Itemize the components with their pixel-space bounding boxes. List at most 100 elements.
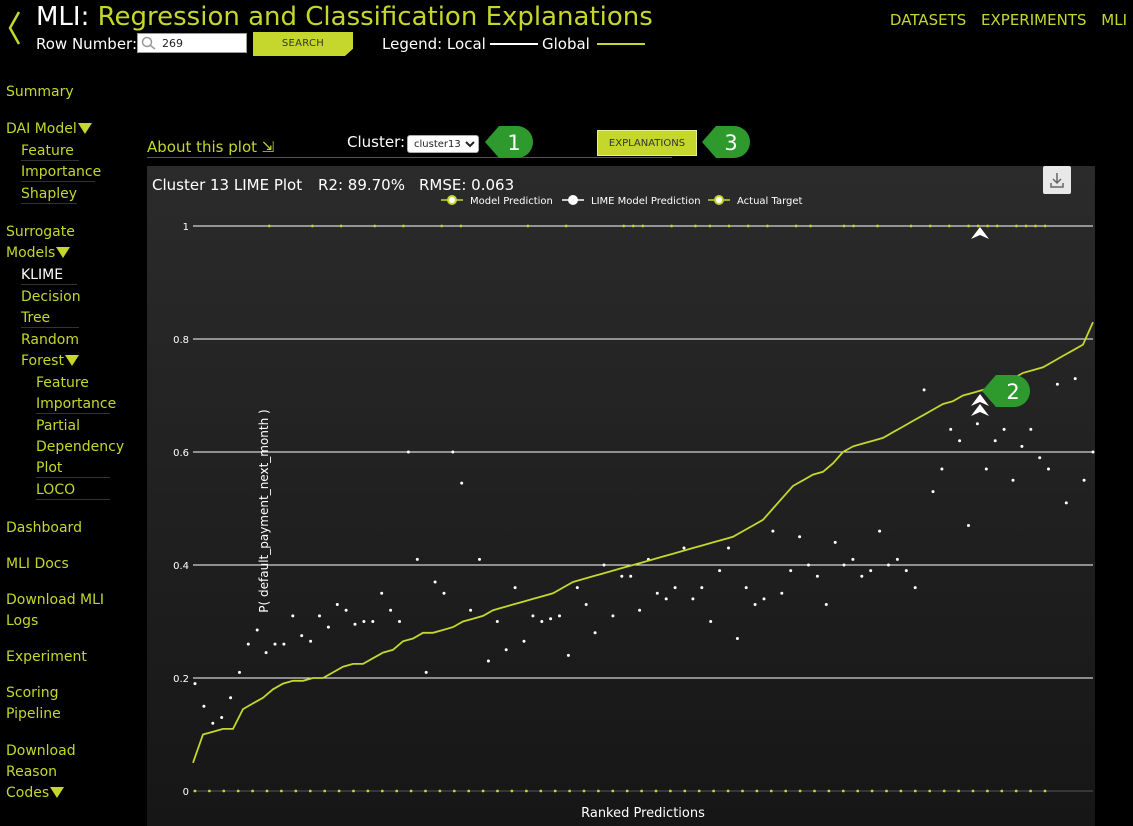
legend-lime-prediction[interactable]: LIME Model Prediction bbox=[591, 196, 701, 207]
download-button[interactable] bbox=[1043, 166, 1071, 194]
search-button[interactable]: SEARCH bbox=[253, 32, 353, 56]
sidebar-item-logs[interactable]: Logs bbox=[6, 613, 39, 629]
sidebar-item-mli-docs[interactable]: MLI Docs bbox=[6, 556, 69, 572]
nav-datasets[interactable]: DATASETS bbox=[889, 11, 967, 29]
actual-target-point bbox=[526, 224, 530, 228]
actual-target-point bbox=[267, 224, 271, 228]
chart-rmse: RMSE: 0.063 bbox=[419, 176, 515, 194]
sidebar-item-download-mli[interactable]: Download MLI bbox=[6, 592, 105, 608]
actual-target-point bbox=[193, 789, 197, 793]
lime-prediction-point bbox=[478, 557, 481, 561]
lime-prediction-point bbox=[922, 388, 926, 392]
sidebar-item-surrogate[interactable]: Surrogate bbox=[6, 224, 75, 240]
sidebar-item-importance[interactable]: Importance bbox=[21, 164, 102, 182]
actual-target-point bbox=[564, 224, 568, 228]
legend-actual-target[interactable]: Actual Target bbox=[737, 196, 803, 207]
about-plot-link[interactable]: About this plot ⇲ bbox=[147, 138, 275, 156]
sidebar-item-forest[interactable]: Forest bbox=[21, 353, 79, 369]
sidebar-item-partial[interactable]: Partial bbox=[36, 418, 80, 434]
sidebar-item-random[interactable]: Random bbox=[21, 332, 79, 348]
sidebar-item-tree[interactable]: Tree bbox=[21, 310, 79, 328]
lime-prediction-point bbox=[300, 634, 304, 638]
actual-target-point bbox=[909, 224, 913, 228]
lime-prediction-point bbox=[993, 439, 997, 443]
sidebar-item-dashboard[interactable]: Dashboard bbox=[6, 520, 82, 536]
actual-target-point bbox=[971, 789, 975, 793]
actual-target-point bbox=[842, 224, 846, 228]
lime-prediction-point bbox=[513, 586, 517, 590]
lime-prediction-point bbox=[415, 557, 419, 561]
nav-experiments[interactable]: EXPERIMENTS bbox=[981, 11, 1087, 29]
marker-2-badge: 2 bbox=[982, 375, 1030, 407]
sidebar-item-codes[interactable]: Codes bbox=[6, 785, 65, 801]
search-icon bbox=[141, 36, 156, 50]
back-chevron-icon[interactable] bbox=[6, 10, 22, 46]
lime-prediction-point bbox=[842, 563, 846, 567]
lime-prediction-point bbox=[949, 427, 953, 431]
sidebar-item-download[interactable]: Download bbox=[6, 743, 76, 759]
row-number-input[interactable] bbox=[162, 35, 242, 51]
sidebar-item-feature[interactable]: Feature bbox=[21, 143, 79, 161]
sidebar-item-summary[interactable]: Summary bbox=[6, 84, 74, 100]
sidebar-item-experiment[interactable]: Experiment bbox=[6, 649, 87, 665]
lime-prediction-point bbox=[220, 716, 224, 719]
actual-target-point bbox=[913, 789, 917, 793]
actual-target-point bbox=[712, 789, 715, 793]
sidebar-item-rf-feature[interactable]: Feature bbox=[36, 375, 89, 391]
sidebar-item-models[interactable]: Models bbox=[6, 245, 71, 261]
lime-prediction-point bbox=[584, 603, 588, 606]
sidebar-item-scoring[interactable]: Scoring bbox=[6, 685, 59, 701]
title-prefix: MLI: bbox=[36, 2, 90, 32]
sidebar-item-rf-importance[interactable]: Importance bbox=[36, 396, 117, 414]
lime-prediction-point bbox=[335, 603, 339, 606]
actual-target-point bbox=[539, 789, 543, 793]
marker-1-badge: 1 bbox=[485, 126, 533, 158]
lime-prediction-point bbox=[531, 614, 535, 618]
lime-prediction-point bbox=[815, 574, 819, 578]
lime-prediction-point bbox=[735, 637, 739, 640]
sidebar-item-shapley[interactable]: Shapley bbox=[21, 186, 78, 204]
actual-target-point bbox=[885, 789, 888, 793]
actual-target-point bbox=[899, 789, 903, 793]
explanations-button[interactable]: EXPLANATIONS bbox=[597, 130, 697, 156]
lime-prediction-point bbox=[380, 591, 384, 595]
sidebar-item-pipeline[interactable]: Pipeline bbox=[6, 706, 61, 722]
lime-prediction-point bbox=[709, 620, 713, 623]
sidebar-item-klime[interactable]: KLIME bbox=[21, 267, 77, 285]
actual-target-point bbox=[438, 789, 442, 793]
sidebar-item-dai-model[interactable]: DAI Model bbox=[6, 121, 92, 137]
lime-prediction-point bbox=[575, 586, 579, 590]
lime-prediction-point bbox=[718, 569, 722, 573]
actual-target-point bbox=[440, 224, 444, 228]
lime-prediction-point bbox=[442, 591, 446, 595]
divider bbox=[147, 157, 672, 158]
actual-target-point bbox=[708, 224, 712, 228]
sidebar-item-plot[interactable]: Plot bbox=[36, 460, 110, 478]
sidebar-item-reason[interactable]: Reason bbox=[6, 764, 58, 780]
lime-prediction-point bbox=[1011, 478, 1015, 482]
sidebar-item-decision[interactable]: Decision bbox=[21, 289, 81, 305]
actual-target-point bbox=[986, 224, 989, 228]
line-layer bbox=[192, 321, 1094, 764]
sidebar-item-dependency[interactable]: Dependency bbox=[36, 439, 125, 455]
row-number-field[interactable] bbox=[137, 33, 247, 53]
actual-target-point bbox=[1014, 789, 1018, 793]
actual-target-point bbox=[957, 789, 960, 793]
lime-prediction-point bbox=[753, 603, 757, 606]
marker-3-text: 3 bbox=[724, 131, 737, 155]
title-main: Regression and Classification Explanatio… bbox=[97, 2, 653, 32]
legend-model-prediction[interactable]: Model Prediction bbox=[470, 196, 553, 207]
cluster-select[interactable]: cluster13 bbox=[407, 135, 479, 153]
lime-prediction-point bbox=[495, 620, 499, 623]
actual-target-point bbox=[640, 789, 643, 793]
nav-mli[interactable]: MLI bbox=[1101, 11, 1127, 29]
lime-prediction-point bbox=[798, 535, 802, 539]
sidebar-dai-model-label: DAI Model bbox=[6, 121, 77, 137]
selected-row-arrow-icon bbox=[971, 404, 989, 416]
lime-prediction-point bbox=[558, 614, 561, 618]
lime-prediction-point bbox=[211, 721, 215, 725]
cluster-label: Cluster: bbox=[347, 133, 406, 151]
sidebar-item-loco[interactable]: LOCO bbox=[36, 482, 110, 500]
lime-prediction-point bbox=[486, 659, 490, 663]
